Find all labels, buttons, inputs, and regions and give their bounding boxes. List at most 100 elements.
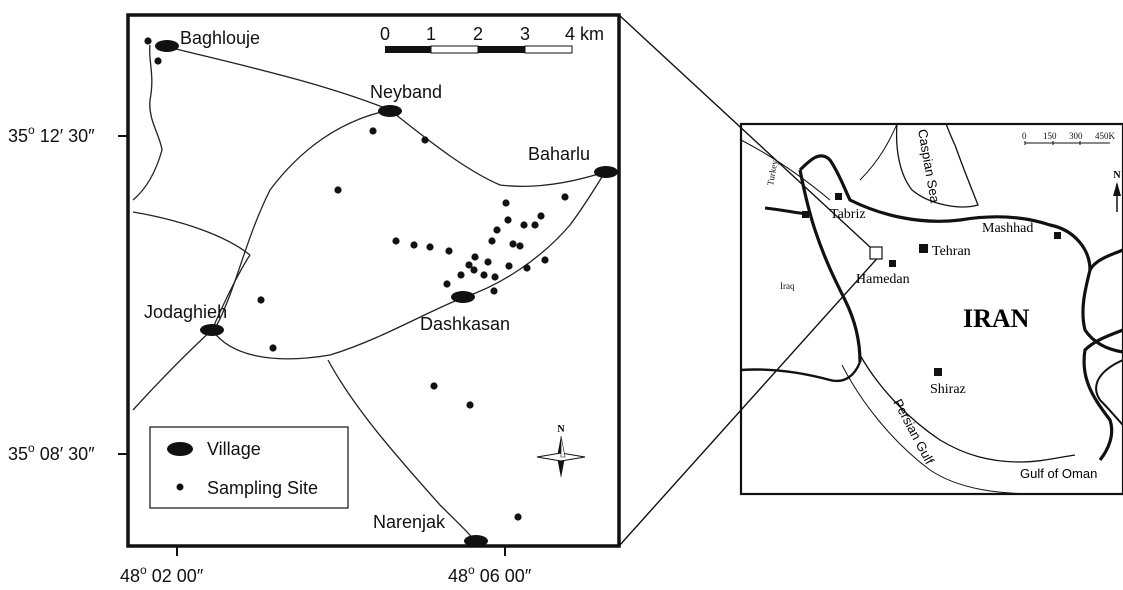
village-label-jodaghieh: Jodaghieh bbox=[144, 302, 227, 322]
sampling-site-dot bbox=[516, 242, 524, 250]
road-west-midline bbox=[132, 211, 251, 256]
north-arrow-icon: N bbox=[536, 424, 586, 478]
legend-village-label: Village bbox=[207, 439, 261, 459]
sampling-site-dot bbox=[334, 186, 342, 194]
road-loop-north bbox=[211, 109, 391, 331]
legend: Village Sampling Site bbox=[149, 426, 349, 509]
legend-village-symbol bbox=[167, 442, 193, 456]
detail-map-frame bbox=[126, 13, 621, 548]
village-marker-baharlu bbox=[594, 166, 618, 178]
sampling-site-dot bbox=[257, 296, 265, 304]
zoom-connector-lines bbox=[618, 14, 883, 547]
sampling-site-dot bbox=[491, 273, 499, 281]
sampling-site-dot bbox=[470, 266, 478, 274]
lat-label-south: 35o 08′ 30″ bbox=[8, 441, 95, 464]
inset-north-arrow-icon: N bbox=[1113, 170, 1121, 212]
city-markers bbox=[802, 193, 1061, 376]
neighbor-label-turkey: Turkey bbox=[765, 159, 779, 187]
scale-segment-2 bbox=[430, 45, 479, 54]
road-neyband-baharlu bbox=[389, 109, 606, 187]
sampling-site-dot bbox=[541, 256, 549, 264]
inset-map: Tabriz Tehran Mashhad Hamedan Shiraz IRA… bbox=[739, 122, 1123, 496]
scale-unit: km bbox=[580, 24, 604, 44]
sampling-site-dot bbox=[493, 226, 501, 234]
village-label-baharlu: Baharlu bbox=[528, 144, 590, 164]
sampling-site-dot bbox=[505, 262, 513, 270]
city-label-hamedan: Hamedan bbox=[856, 272, 910, 287]
inset-scale-tick-1: 150 bbox=[1043, 131, 1057, 141]
iraq-line bbox=[741, 139, 831, 201]
sampling-site-dot bbox=[514, 513, 522, 521]
detail-map: Baghlouje Neyband Baharlu Jodaghieh Dash… bbox=[8, 13, 621, 586]
village-marker-narenjak bbox=[464, 535, 488, 547]
sampling-sites bbox=[144, 37, 569, 521]
sampling-site-dot bbox=[504, 216, 512, 224]
inset-scale-tick-0: 0 bbox=[1022, 131, 1027, 141]
village-marker-baghlouje bbox=[155, 40, 179, 52]
sampling-site-dot bbox=[392, 237, 400, 245]
village-label-dashkasan: Dashkasan bbox=[420, 314, 510, 334]
sampling-site-dot bbox=[154, 57, 162, 65]
scale-segment-3 bbox=[478, 46, 525, 53]
road-jodaghieh-north bbox=[211, 254, 251, 331]
village-markers bbox=[155, 40, 618, 547]
sampling-site-dot bbox=[531, 221, 539, 229]
sampling-site-dot bbox=[484, 258, 492, 266]
legend-box bbox=[149, 426, 349, 509]
sampling-site-dot bbox=[520, 221, 528, 229]
lon-label-west: 48o 02 00″ bbox=[120, 563, 204, 586]
road-lines bbox=[132, 44, 606, 543]
city-marker-shiraz bbox=[934, 368, 942, 376]
country-label-iran: IRAN bbox=[963, 304, 1030, 333]
sampling-site-dot bbox=[144, 37, 152, 45]
scale-segment-1 bbox=[385, 46, 431, 53]
coordinate-labels: 35o 12′ 30″ 35o 08′ 30″ 48o 02 00″ 48o 0… bbox=[8, 123, 532, 586]
inset-scale-tick-2: 300 bbox=[1069, 131, 1083, 141]
sampling-site-dot bbox=[430, 382, 438, 390]
city-label-tehran: Tehran bbox=[932, 244, 971, 259]
inset-map-frame bbox=[739, 122, 1123, 496]
sampling-site-dot bbox=[465, 261, 473, 269]
eastern-outline bbox=[1095, 359, 1123, 426]
road-baghlouje-neyband bbox=[167, 46, 391, 111]
sampling-site-dot bbox=[269, 344, 277, 352]
village-marker-jodaghieh bbox=[200, 324, 224, 336]
water-label-gulf-of-oman: Gulf of Oman bbox=[1020, 466, 1097, 481]
caspian-coast bbox=[895, 124, 979, 208]
sampling-site-dot bbox=[410, 241, 418, 249]
inset-scale-bar: 0 150 300 450K bbox=[1022, 131, 1116, 145]
inset-north-label: N bbox=[1113, 170, 1121, 181]
sampling-site-dot bbox=[426, 243, 434, 251]
sampling-site-dot bbox=[561, 193, 569, 201]
lon-label-east: 48o 06 00″ bbox=[448, 563, 532, 586]
sampling-site-dot bbox=[443, 280, 451, 288]
sampling-site-dot bbox=[488, 237, 496, 245]
sampling-site-dot bbox=[471, 253, 479, 261]
road-jodaghieh-west bbox=[132, 329, 213, 411]
city-label-mashhad: Mashhad bbox=[982, 221, 1033, 236]
scale-tick-2: 2 bbox=[473, 24, 483, 44]
sampling-site-dot bbox=[523, 264, 531, 272]
north-arrow-label: N bbox=[557, 424, 565, 435]
legend-site-symbol bbox=[176, 483, 184, 491]
city-marker-tabriz bbox=[835, 193, 842, 200]
sampling-site-dot bbox=[457, 271, 465, 279]
sampling-site-dot bbox=[421, 136, 429, 144]
scale-tick-1: 1 bbox=[426, 24, 436, 44]
city-marker-tehran bbox=[919, 244, 928, 253]
village-label-baghlouje: Baghlouje bbox=[180, 28, 260, 48]
scale-tick-4: 4 bbox=[565, 24, 575, 44]
sampling-site-dot bbox=[537, 212, 545, 220]
scale-tick-0: 0 bbox=[380, 24, 390, 44]
study-area-box bbox=[869, 246, 883, 260]
road-dashkasan-baharlu bbox=[464, 171, 606, 298]
sampling-site-dot bbox=[369, 127, 377, 135]
road-west-border bbox=[132, 44, 163, 201]
road-to-narenjak bbox=[327, 359, 477, 543]
persian-gulf-coast bbox=[859, 354, 1076, 463]
sampling-site-dot bbox=[502, 199, 510, 207]
caspian-west-shore bbox=[859, 124, 898, 181]
village-marker-dashkasan bbox=[451, 291, 475, 303]
village-marker-neyband bbox=[378, 105, 402, 117]
